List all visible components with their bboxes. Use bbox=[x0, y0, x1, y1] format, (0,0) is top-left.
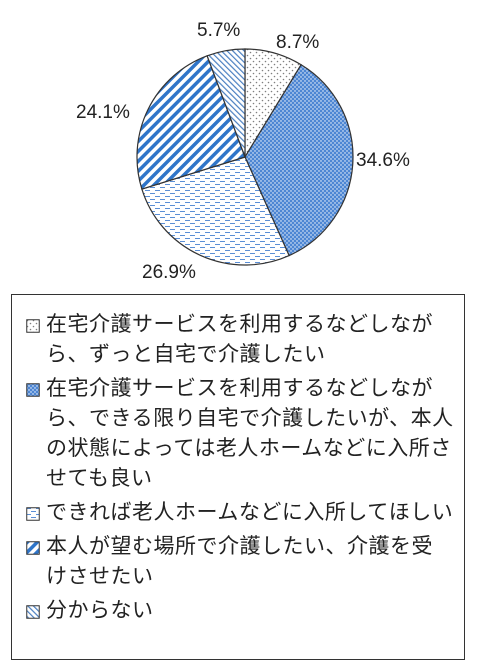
legend-item-1: 在宅介護サービスを利用するなどしながら、ずっと自宅で介護したい bbox=[26, 309, 454, 369]
pie-chart: 8.7% 34.6% 26.9% 24.1% 5.7% bbox=[76, 20, 410, 283]
legend-label-5: 分からない bbox=[46, 598, 154, 622]
legend-label-2: 在宅介護サービスを利用するなどしながら、できる限り自宅で介護したいが、本人の状態… bbox=[46, 376, 454, 490]
slice-label-2: 34.6% bbox=[356, 150, 410, 171]
pie-slice-3 bbox=[141, 156, 290, 266]
pie-slice-5 bbox=[206, 48, 246, 158]
legend-swatch-5 bbox=[26, 605, 40, 619]
legend-item-2: 在宅介護サービスを利用するなどしながら、できる限り自宅で介護したいが、本人の状態… bbox=[26, 373, 454, 493]
slice-label-4: 24.1% bbox=[76, 102, 130, 123]
pie-slice-4 bbox=[136, 55, 246, 190]
legend-swatch-1 bbox=[26, 319, 40, 333]
slice-label-3: 26.9% bbox=[142, 262, 196, 283]
legend-item-4: 本人が望む場所で介護したい、介護を受けさせたい bbox=[26, 531, 454, 591]
slice-label-5: 5.7% bbox=[197, 20, 240, 41]
legend-label-1: 在宅介護サービスを利用するなどしながら、ずっと自宅で介護したい bbox=[46, 312, 433, 366]
legend: 在宅介護サービスを利用するなどしながら、ずっと自宅で介護したい在宅介護サービスを… bbox=[11, 294, 465, 660]
legend-item-5: 分からない bbox=[26, 595, 454, 625]
legend-label-4: 本人が望む場所で介護したい、介護を受けさせたい bbox=[46, 534, 433, 588]
legend-label-3: できれば老人ホームなどに入所してほしい bbox=[46, 500, 454, 524]
pie-slice-2 bbox=[244, 63, 354, 257]
legend-swatch-4 bbox=[26, 541, 40, 555]
legend-swatch-2 bbox=[26, 383, 40, 397]
legend-swatch-3 bbox=[26, 507, 40, 521]
slice-label-1: 8.7% bbox=[276, 32, 319, 53]
legend-item-3: できれば老人ホームなどに入所してほしい bbox=[26, 497, 454, 527]
